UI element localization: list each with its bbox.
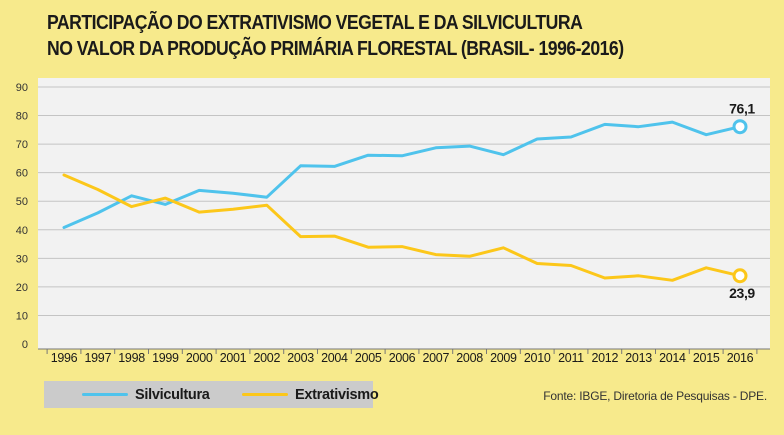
- y-tick-label-60: 60: [16, 168, 28, 180]
- end-label-silvicultura: 76,1: [729, 101, 755, 117]
- x-tick-label-2006: 2006: [389, 351, 416, 365]
- y-tick-label-40: 40: [16, 225, 28, 237]
- y-tick-label-20: 20: [16, 282, 28, 294]
- end-marker-silvicultura: [732, 119, 748, 135]
- title-line-1: PARTICIPAÇÃO DO EXTRATIVISMO VEGETAL E D…: [47, 11, 583, 34]
- legend-item-silvicultura: Silvicultura: [82, 381, 210, 408]
- series-line-extrativismo: [62, 173, 742, 282]
- legend-swatch-extrativismo: [242, 393, 288, 396]
- chart-title: PARTICIPAÇÃO DO EXTRATIVISMO VEGETAL E D…: [47, 10, 624, 62]
- y-tick-label-90: 90: [16, 82, 28, 94]
- legend: Silvicultura Extrativismo: [44, 381, 379, 408]
- x-tick-label-1999: 1999: [152, 351, 179, 365]
- x-tick-label-2008: 2008: [456, 351, 483, 365]
- y-tick-label-70: 70: [16, 139, 28, 151]
- y-tick-label-10: 10: [16, 310, 28, 322]
- legend-label-extrativismo: Extrativismo: [295, 386, 379, 403]
- x-tick-label-2001: 2001: [220, 351, 247, 365]
- end-marker-extrativismo: [732, 268, 748, 284]
- x-tick-label-2002: 2002: [253, 351, 280, 365]
- series-line-silvicultura: [62, 120, 742, 229]
- x-tick-label-1997: 1997: [84, 351, 111, 365]
- x-tick-label-2003: 2003: [287, 351, 314, 365]
- x-tick-label-2014: 2014: [659, 351, 686, 365]
- y-tick-label-0: 0: [22, 339, 28, 351]
- y-tick-label-50: 50: [16, 196, 28, 208]
- x-tick-label-2016: 2016: [727, 351, 754, 365]
- x-tick-label-2011: 2011: [558, 351, 584, 365]
- x-tick-label-2004: 2004: [321, 351, 348, 365]
- title-line-2: NO VALOR DA PRODUÇÃO PRIMÁRIA FLORESTAL …: [47, 37, 624, 60]
- legend-item-extrativismo: Extrativismo: [242, 381, 379, 408]
- x-tick-label-2000: 2000: [186, 351, 213, 365]
- x-tick-label-1998: 1998: [118, 351, 145, 365]
- y-tick-label-80: 80: [16, 111, 28, 123]
- x-tick-label-2012: 2012: [591, 351, 618, 365]
- source-note: Fonte: IBGE, Diretoria de Pesquisas - DP…: [543, 389, 767, 403]
- x-tick-label-2013: 2013: [625, 351, 652, 365]
- end-label-extrativismo: 23,9: [729, 285, 755, 301]
- legend-label-silvicultura: Silvicultura: [135, 386, 210, 403]
- x-tick-label-1996: 1996: [51, 351, 78, 365]
- legend-swatch-silvicultura: [82, 393, 128, 396]
- x-tick-label-2015: 2015: [693, 351, 720, 365]
- x-tick-label-2005: 2005: [355, 351, 382, 365]
- x-tick-label-2009: 2009: [490, 351, 517, 365]
- x-tick-label-2007: 2007: [422, 351, 449, 365]
- x-tick-label-2010: 2010: [524, 351, 551, 365]
- plot-area: [38, 78, 770, 349]
- y-tick-label-30: 30: [16, 253, 28, 265]
